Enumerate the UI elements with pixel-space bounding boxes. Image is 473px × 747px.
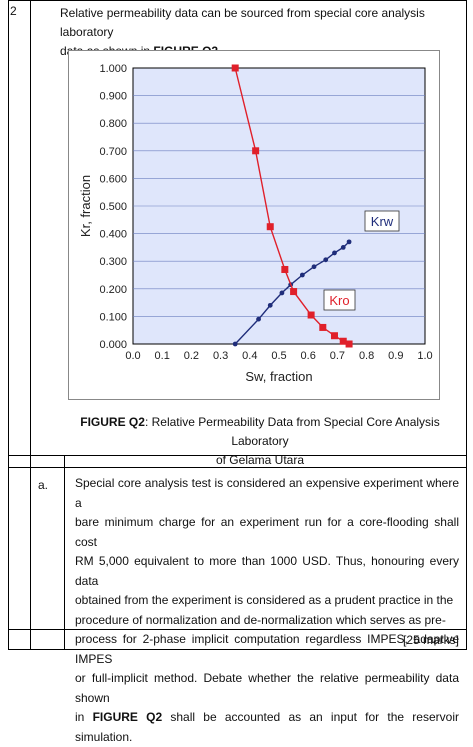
- kro-label-frame: [323, 289, 356, 311]
- krw-label-frame: [364, 210, 400, 232]
- kro-point: [345, 340, 353, 348]
- krw-point: [340, 245, 346, 250]
- y-tick-label: 0.700: [99, 146, 127, 158]
- table-border-row1: [8, 455, 467, 456]
- x-tick-label: 0.5: [271, 350, 286, 362]
- kro-point: [266, 223, 274, 231]
- krw-point: [232, 341, 238, 347]
- y-tick-label: 0.900: [99, 91, 127, 103]
- part-a-line: procedure of normalization and de-normal…: [75, 612, 446, 627]
- kro-point: [252, 147, 260, 155]
- table-border-bottom: [8, 649, 467, 650]
- y-tick-label: 0.300: [99, 256, 127, 268]
- part-a-line: bare minimum charge for an experiment ru…: [75, 515, 459, 549]
- grid-lines: [133, 95, 425, 317]
- table-border-row2: [8, 467, 467, 468]
- tick-labels: 0.000 0.100 0.200 0.300 0.400 0.500 0.600 0.700…: [99, 63, 432, 362]
- relative-permeability-chart: 0.000 0.100 0.200 0.300 0.400 0.500 0.600 0.700…: [68, 50, 440, 400]
- y-tick-label: 0.200: [99, 284, 127, 296]
- x-tick-label: 0.0: [125, 350, 140, 362]
- x-tick-label: 0.8: [359, 350, 374, 362]
- last-line-pre: in: [75, 710, 93, 724]
- kro-label-box: Kro: [323, 289, 356, 311]
- series-layer: [231, 64, 353, 348]
- krw-point: [311, 264, 317, 270]
- y-tick-label: 0.100: [99, 311, 127, 323]
- krw-point: [256, 316, 261, 322]
- krw-point: [267, 302, 273, 308]
- part-a-line: obtained from the experiment is consider…: [75, 593, 454, 607]
- table-border-col2: [64, 455, 65, 650]
- x-tick-label: 0.2: [184, 350, 199, 362]
- kro-point: [290, 288, 298, 296]
- kro-point: [319, 323, 327, 331]
- part-a-line: or full-implicit method. Debate whether …: [75, 671, 459, 705]
- kro-label: Kro: [329, 293, 349, 308]
- krw-point: [323, 257, 329, 263]
- y-tick-label: 0.400: [99, 229, 127, 241]
- figure-caption: FIGURE Q2: Relative Permeability Data fr…: [60, 413, 460, 470]
- x-tick-label: 0.9: [388, 350, 403, 362]
- y-tick-label: 0.000: [99, 339, 127, 351]
- caption-figure-ref: FIGURE Q2: [80, 415, 145, 429]
- kro-point: [231, 64, 239, 72]
- krw-point: [332, 250, 337, 256]
- marks-label: [25 marks]: [402, 633, 459, 647]
- x-tick-label: 0.1: [155, 350, 170, 362]
- table-border-col1: [30, 0, 31, 650]
- y-tick-label: 0.500: [99, 201, 127, 213]
- kro-point: [307, 311, 315, 319]
- krw-point: [299, 272, 305, 278]
- part-a-line-last: in FIGURE Q2 shall be accounted as an in…: [75, 708, 459, 747]
- kro-point: [330, 332, 338, 340]
- question-table: [8, 0, 467, 650]
- part-a-label: a.: [38, 478, 49, 492]
- krw-point: [346, 239, 352, 245]
- caption-line-2: of Gelama Utara: [215, 453, 305, 467]
- part-a-line: process for 2-phase implicit computation…: [75, 632, 459, 666]
- kro-point: [339, 337, 347, 345]
- x-axis-label: Sw, fraction: [245, 369, 312, 384]
- y-tick-label: 0.600: [99, 173, 127, 185]
- y-axis-label: Kr, fraction: [78, 175, 93, 237]
- last-line-figure-ref: FIGURE Q2: [92, 710, 163, 724]
- table-border-right: [466, 0, 467, 650]
- kro-point: [281, 265, 289, 273]
- table-border-top: [8, 0, 467, 1]
- caption-text: : Relative Permeability Data from Specia…: [144, 415, 440, 448]
- intro-line-1: Relative permeability data can be source…: [60, 6, 425, 39]
- kro-series-line: [234, 67, 350, 345]
- y-tick-label: 0.800: [99, 118, 127, 130]
- x-tick-label: 0.4: [242, 350, 257, 362]
- part-a-text: Special core analysis test is considered…: [75, 474, 459, 747]
- x-tick-label: 1.0: [417, 350, 432, 362]
- table-border-left: [8, 0, 9, 650]
- krw-label: Krw: [371, 214, 394, 229]
- y-tick-label: 1.000: [99, 63, 127, 75]
- part-a-line: RM 5,000 equivalent to more than 1000 US…: [75, 554, 459, 588]
- krw-label-box: Krw: [364, 210, 400, 232]
- x-tick-label: 0.3: [213, 350, 228, 362]
- krw-point: [279, 290, 285, 296]
- question-number: 2: [10, 4, 17, 18]
- part-a-line: Special core analysis test is considered…: [75, 476, 459, 510]
- x-tick-label: 0.7: [330, 350, 345, 362]
- table-border-row3: [8, 629, 467, 630]
- x-tick-label: 0.6: [301, 350, 316, 362]
